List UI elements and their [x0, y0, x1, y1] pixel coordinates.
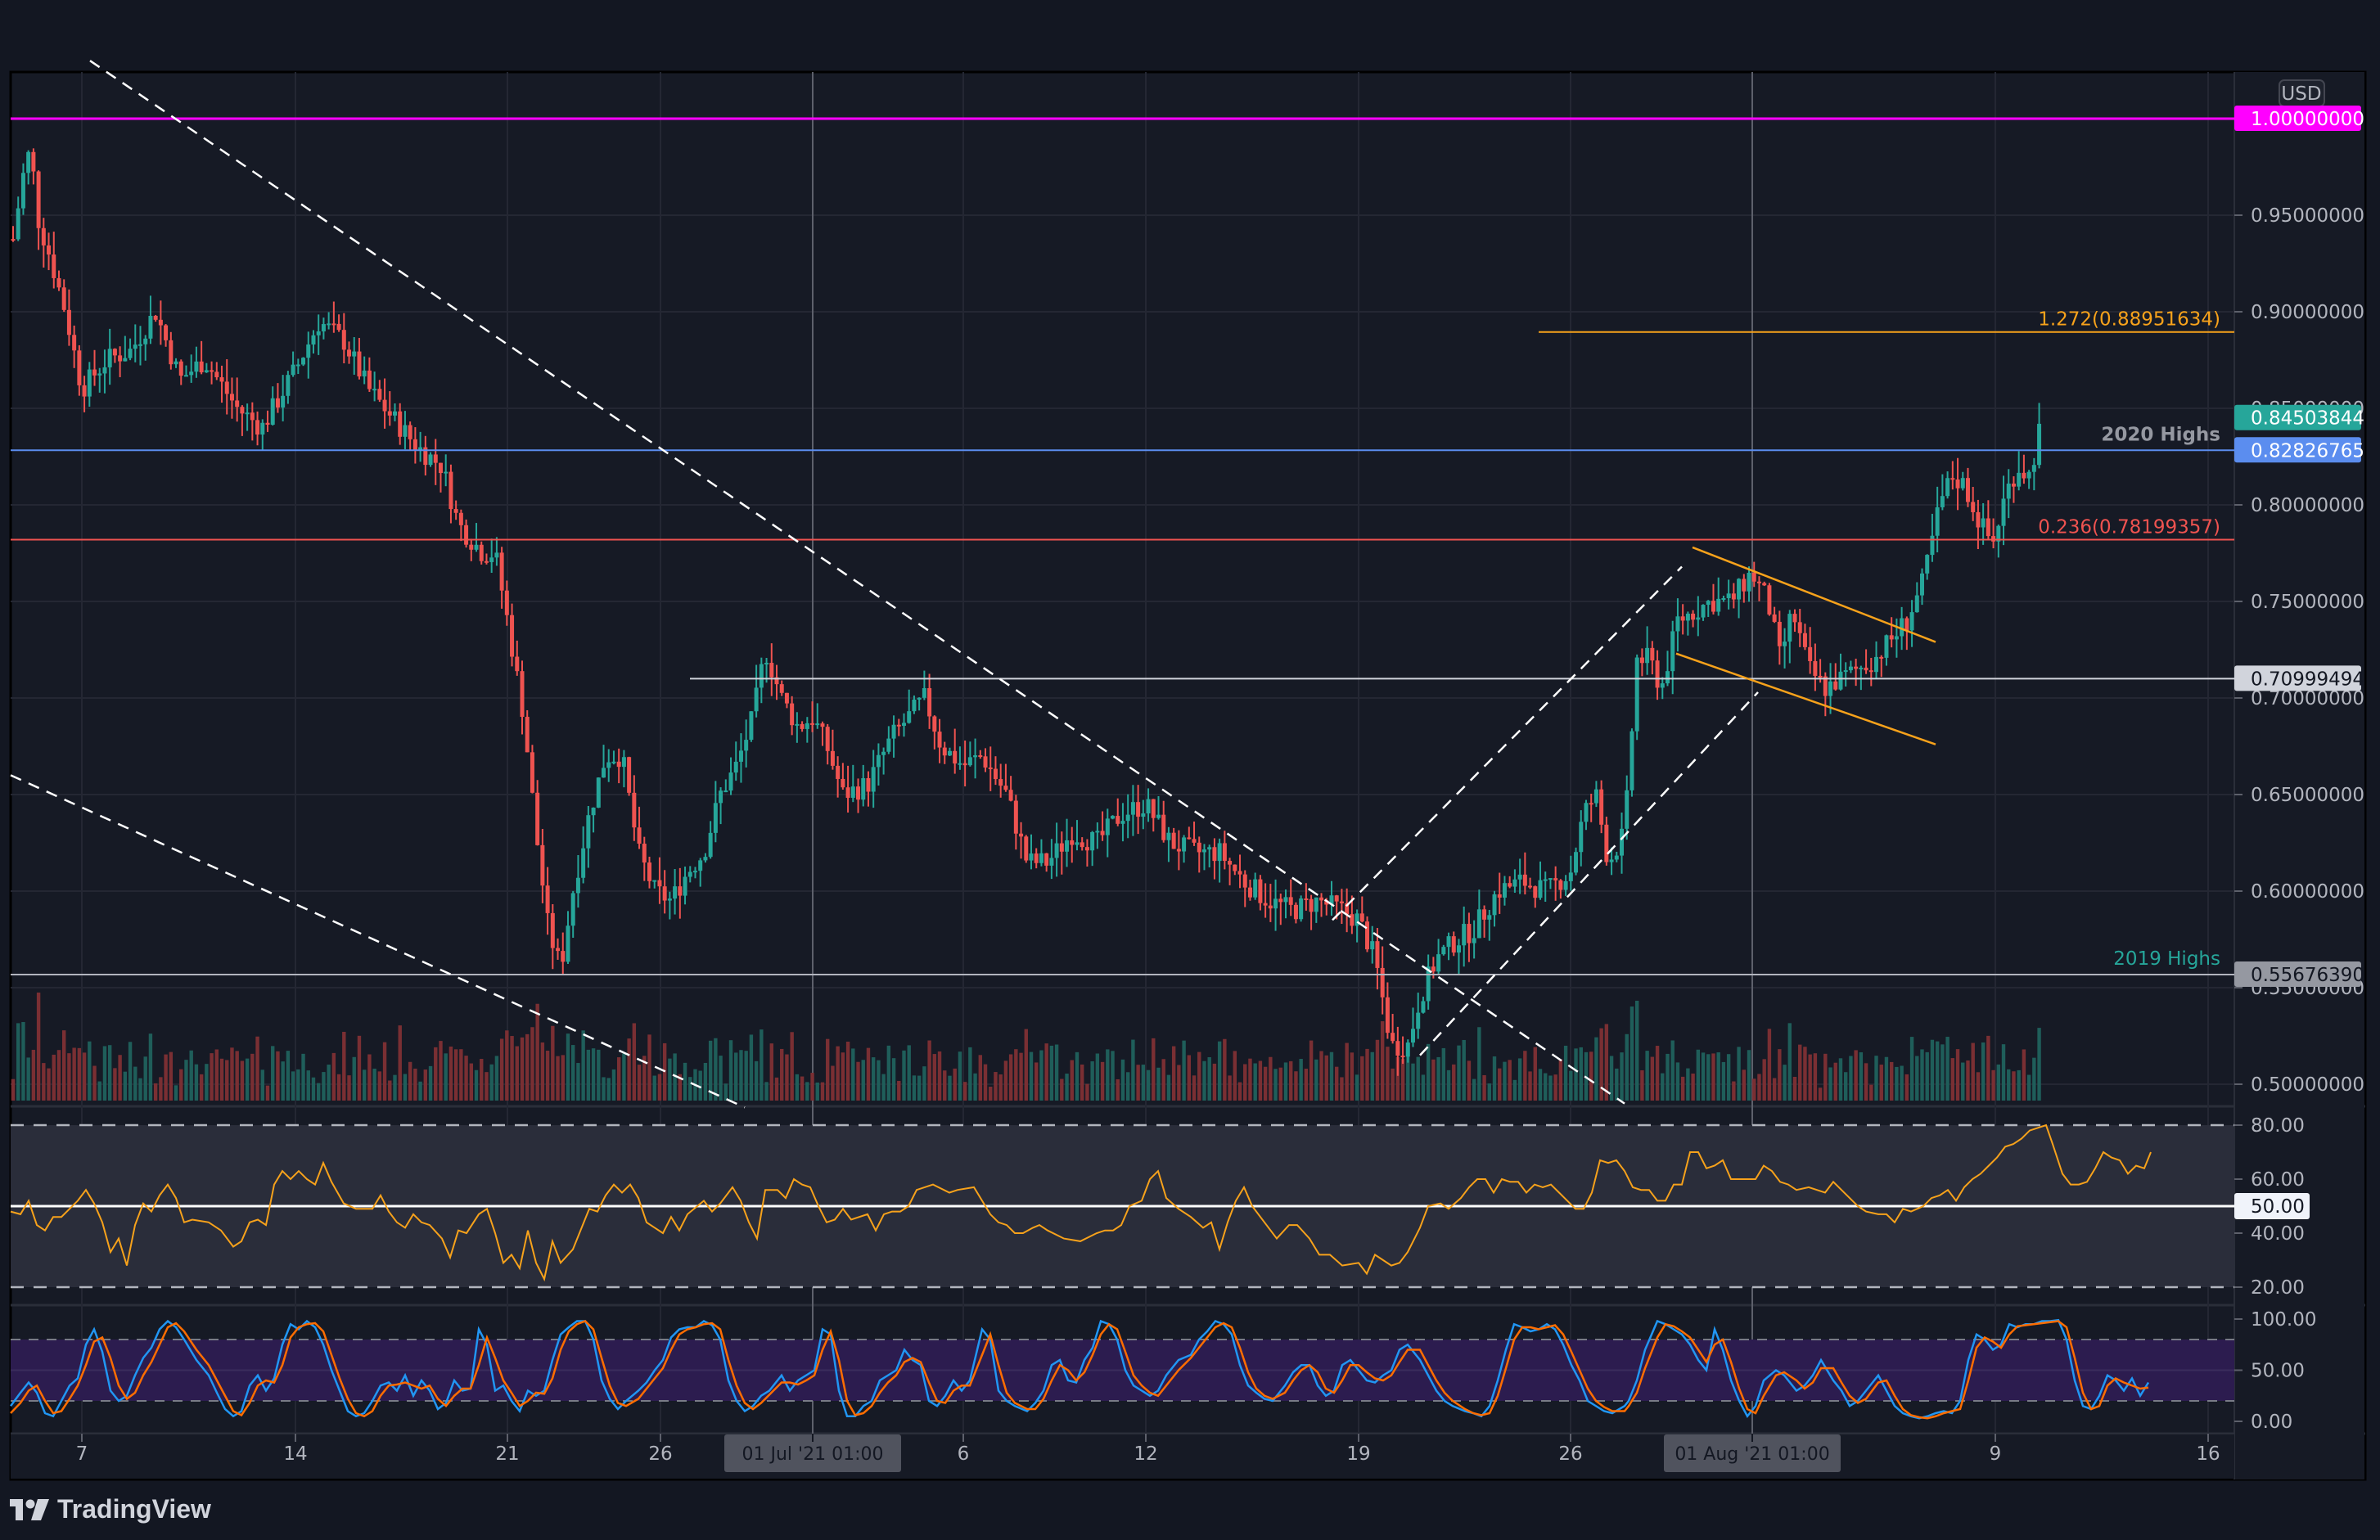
svg-text:1.00000000: 1.00000000	[2251, 109, 2364, 130]
channel-upper-dashed	[1332, 565, 1683, 921]
svg-text:0.00: 0.00	[2251, 1412, 2292, 1433]
svg-text:0.70000000: 0.70000000	[2251, 688, 2364, 709]
stoch-rsi-indicator	[9, 1318, 2234, 1420]
svg-text:50.00: 50.00	[2251, 1361, 2305, 1382]
svg-text:80.00: 80.00	[2251, 1115, 2305, 1137]
svg-text:0.70999494: 0.70999494	[2251, 669, 2364, 690]
volume-bars	[11, 992, 2041, 1101]
svg-text:2019 Highs: 2019 Highs	[2113, 948, 2220, 970]
svg-text:26: 26	[1558, 1443, 1582, 1465]
svg-text:0.90000000: 0.90000000	[2251, 302, 2364, 323]
flag-lower	[1675, 652, 1936, 745]
lower-descending-dashed	[10, 774, 746, 1109]
flag-upper	[1692, 546, 1936, 643]
svg-text:0.50000000: 0.50000000	[2251, 1074, 2364, 1096]
svg-text:100.00: 100.00	[2251, 1309, 2316, 1331]
svg-text:0.75000000: 0.75000000	[2251, 592, 2364, 613]
svg-text:12: 12	[1134, 1443, 1157, 1465]
trendlines[interactable]	[10, 60, 1936, 1109]
channel-lower-dashed	[1419, 691, 1759, 1056]
svg-text:60.00: 60.00	[2251, 1169, 2305, 1191]
svg-text:7: 7	[76, 1443, 88, 1465]
svg-text:26: 26	[648, 1443, 672, 1465]
svg-text:0.55676390: 0.55676390	[2251, 965, 2364, 986]
svg-text:0.236(0.78199357): 0.236(0.78199357)	[2038, 516, 2220, 538]
svg-text:0.60000000: 0.60000000	[2251, 881, 2364, 903]
rsi-indicator	[10, 1123, 2234, 1289]
svg-text:2020 Highs: 2020 Highs	[2101, 424, 2220, 445]
svg-text:0.65000000: 0.65000000	[2251, 785, 2364, 806]
upper-descending-dashed	[89, 60, 1625, 1105]
tradingview-wordmark: TradingView	[57, 1494, 211, 1524]
svg-text:50.00: 50.00	[2251, 1196, 2305, 1218]
svg-text:01 Aug '21 01:00: 01 Aug '21 01:00	[1675, 1444, 1829, 1465]
tradingview-logo[interactable]: TradingView	[10, 1494, 211, 1524]
svg-text:9: 9	[1990, 1443, 2002, 1465]
svg-text:0.95000000: 0.95000000	[2251, 205, 2364, 227]
svg-text:6: 6	[958, 1443, 970, 1465]
svg-text:21: 21	[495, 1443, 519, 1465]
svg-text:0.82826765: 0.82826765	[2251, 440, 2364, 462]
horizontal-levels[interactable]: 1.272(0.88951634) 2020 Highs 0.236(0.78199…	[11, 117, 2234, 976]
tradingview-mark-icon	[10, 1497, 51, 1522]
svg-text:14: 14	[283, 1443, 307, 1465]
axes: 0.950000000.900000000.850000000.80000000…	[11, 72, 2364, 1479]
svg-text:20.00: 20.00	[2251, 1277, 2305, 1299]
svg-text:0.80000000: 0.80000000	[2251, 495, 2364, 516]
svg-text:1.272(0.88951634): 1.272(0.88951634)	[2038, 309, 2220, 331]
candlesticks	[11, 148, 2042, 1076]
svg-text:USD: USD	[2281, 83, 2321, 105]
svg-text:16: 16	[2196, 1443, 2220, 1465]
svg-text:40.00: 40.00	[2251, 1223, 2305, 1245]
svg-text:19: 19	[1346, 1443, 1370, 1465]
svg-text:01 Jul '21 01:00: 01 Jul '21 01:00	[742, 1444, 884, 1465]
svg-text:0.84503844: 0.84503844	[2251, 408, 2364, 430]
